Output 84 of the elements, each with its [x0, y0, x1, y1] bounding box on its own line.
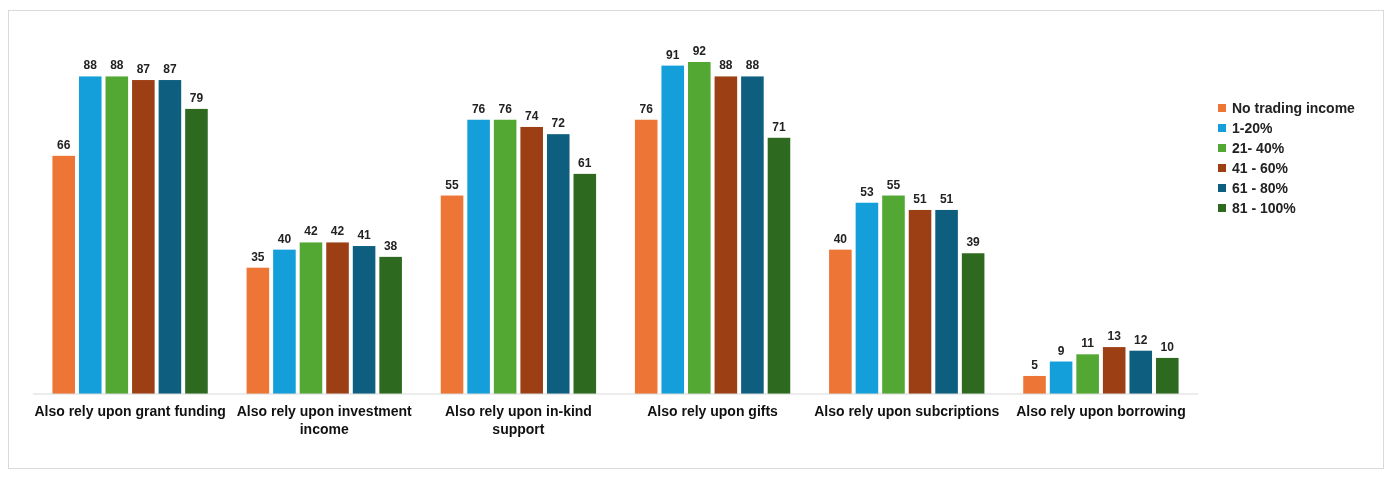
data-label: 40: [833, 231, 848, 246]
data-label: 61: [578, 155, 592, 170]
bar: [714, 76, 738, 394]
bar: [273, 249, 296, 394]
data-label: 13: [1107, 329, 1122, 344]
bar: [520, 126, 543, 394]
bar: [467, 119, 490, 394]
legend-label: 81 - 100%: [1232, 200, 1297, 216]
data-label: 42: [304, 224, 318, 239]
data-label: 55: [886, 177, 901, 192]
data-label: 10: [1160, 339, 1175, 354]
bar: [688, 62, 711, 394]
bar: [78, 76, 102, 394]
x-tick-label: Also rely upon grant funding: [34, 403, 226, 419]
bar: [634, 119, 658, 394]
data-label: 5: [1031, 357, 1039, 372]
data-label: 72: [551, 116, 566, 131]
bar: [379, 256, 402, 394]
data-label: 79: [189, 90, 204, 105]
x-tick-label: Also rely upon gifts: [647, 403, 779, 419]
bar: [741, 76, 764, 394]
data-label: 55: [445, 177, 460, 192]
data-label: 51: [913, 191, 928, 206]
bar: [661, 65, 685, 394]
data-label: 35: [251, 249, 265, 264]
bar: [185, 108, 208, 394]
bar: [246, 267, 270, 394]
data-label: 76: [498, 101, 513, 116]
data-label: 66: [57, 137, 71, 152]
bar: [855, 202, 879, 394]
bar: [1102, 347, 1126, 394]
data-label: 9: [1057, 343, 1065, 358]
data-label: 41: [357, 228, 372, 243]
legend-label: 61 - 80%: [1232, 180, 1289, 196]
data-label: 76: [639, 101, 654, 116]
data-label: 38: [383, 238, 398, 253]
bar: [961, 253, 985, 394]
bar: [935, 209, 958, 394]
bar: [493, 119, 517, 394]
bar: [1076, 354, 1099, 394]
data-label: 51: [939, 191, 954, 206]
data-label: 39: [966, 235, 981, 250]
data-label: 71: [772, 119, 786, 134]
x-tick-label: Also rely upon in-kind support: [444, 403, 592, 437]
data-label: 91: [666, 47, 680, 62]
bar: [767, 137, 791, 394]
bar: [1156, 357, 1179, 394]
legend-label: 1-20%: [1232, 120, 1274, 136]
data-label: 53: [860, 184, 874, 199]
bar: [299, 242, 323, 394]
bar: [1049, 361, 1073, 394]
bar: [440, 195, 464, 394]
data-label: 88: [745, 58, 760, 73]
bar: [1023, 375, 1046, 394]
data-label: 87: [163, 62, 177, 77]
data-label: 42: [330, 224, 345, 239]
data-label: 76: [471, 101, 486, 116]
data-label: 11: [1081, 336, 1095, 351]
legend-label: No trading income: [1232, 100, 1356, 116]
bar: [326, 242, 349, 394]
data-label: 88: [110, 58, 124, 73]
bar: [546, 134, 570, 394]
data-label: 88: [719, 58, 733, 73]
x-tick-label: Also rely upon investment income: [236, 403, 413, 437]
x-tick-label: Also rely upon borrowing: [1016, 403, 1186, 419]
data-label: 87: [136, 62, 151, 77]
bar: [573, 173, 597, 394]
bar: [105, 76, 129, 394]
bar: [52, 155, 75, 394]
data-label: 40: [277, 231, 292, 246]
legend-label: 41 - 60%: [1232, 160, 1289, 176]
bar: [908, 209, 932, 394]
x-tick-label: Also rely upon subcriptions: [814, 403, 1000, 419]
bar: [1129, 350, 1153, 394]
bar: [158, 80, 182, 394]
data-label: 74: [525, 108, 539, 123]
data-label: 92: [692, 44, 707, 58]
bar: [829, 249, 852, 394]
bar: [132, 80, 155, 394]
bar: [882, 195, 905, 394]
data-label: 88: [83, 58, 98, 73]
data-label: 12: [1134, 332, 1148, 347]
bar: [352, 246, 376, 394]
legend-label: 21- 40%: [1232, 140, 1285, 156]
